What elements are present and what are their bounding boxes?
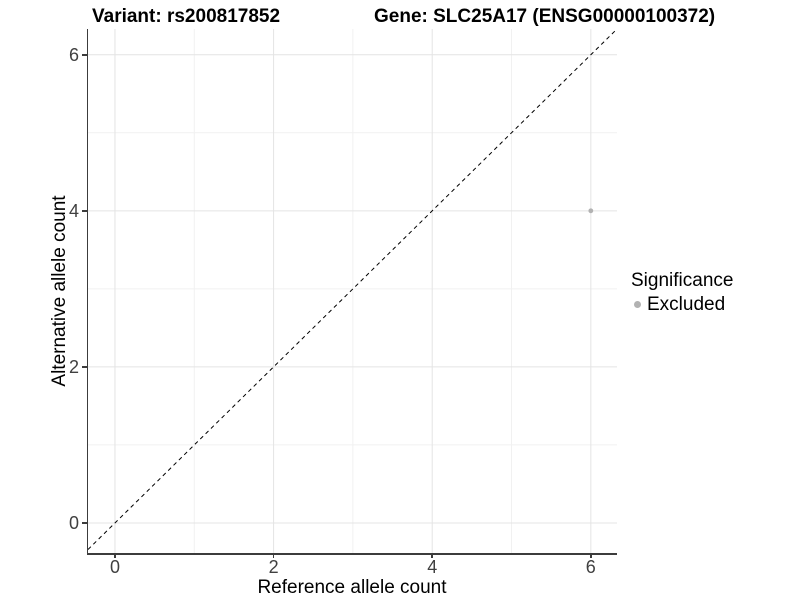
- x-axis-title: Reference allele count: [257, 577, 447, 598]
- x-tick-mark: [272, 553, 275, 558]
- x-tick-mark: [431, 553, 433, 558]
- plot-title-gene: Gene: SLC25A17 (ENSG00000100372): [374, 6, 716, 27]
- legend-entry-excluded: Excluded: [634, 293, 733, 316]
- x-axis-line: [86, 553, 617, 555]
- y-tick-mark: [81, 54, 87, 56]
- y-tick-label: 2: [68, 356, 79, 377]
- legend-point-icon: [634, 301, 641, 308]
- y-axis-title: Alternative allele count: [49, 195, 70, 387]
- y-axis-line: [86, 29, 88, 554]
- plot-title-variant: Variant: rs200817852: [92, 6, 281, 27]
- plot-canvas: [87, 28, 618, 553]
- y-tick-mark: [81, 210, 87, 212]
- y-tick-label: 0: [68, 512, 79, 533]
- y-tick-mark: [81, 366, 87, 368]
- x-tick-label: 2: [268, 557, 279, 577]
- y-tick-label: 6: [68, 44, 79, 65]
- legend-title: Significance: [631, 270, 734, 291]
- y-tick-label: 4: [68, 200, 79, 221]
- x-tick-label: 0: [109, 557, 120, 577]
- x-tick-label: 4: [427, 557, 438, 577]
- identity-line: [87, 28, 618, 550]
- legend-entry-label: Excluded: [647, 294, 726, 315]
- plot-panel: 0 2 4 6 0 2 4 6: [69, 28, 618, 577]
- x-tick-label: 6: [585, 557, 596, 577]
- x-tick-mark: [590, 553, 592, 558]
- x-tick-mark: [114, 553, 116, 558]
- legend: Significance Excluded: [631, 269, 733, 316]
- data-point: [588, 208, 594, 214]
- y-tick-mark: [81, 522, 87, 524]
